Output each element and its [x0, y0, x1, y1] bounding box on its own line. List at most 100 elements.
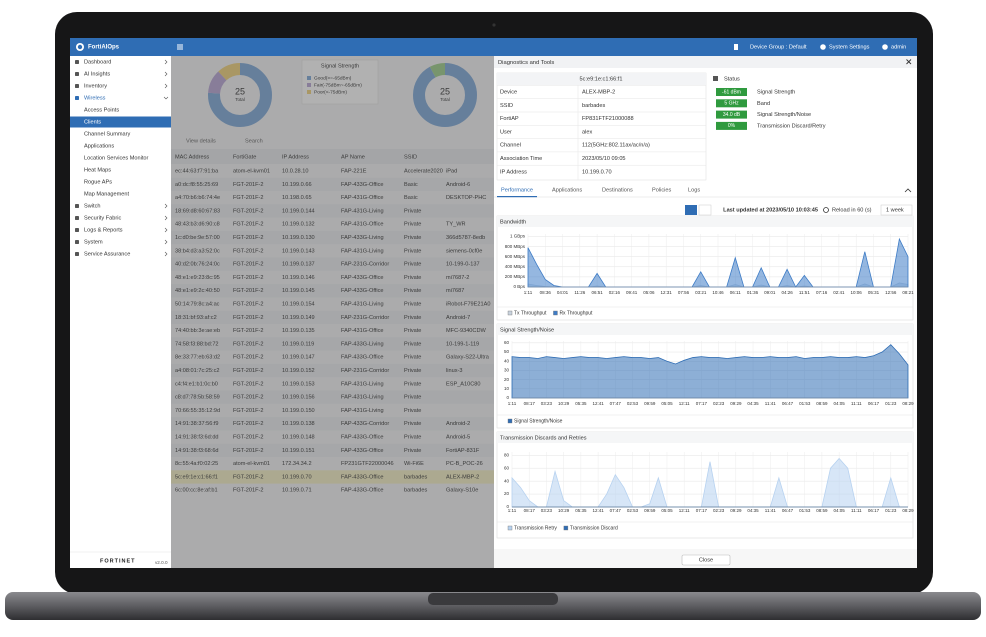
menu-item[interactable]: Service Assurance [84, 251, 130, 257]
table-cell: Galaxy-S10e [446, 488, 478, 494]
x-tick-label: 02:41 [833, 290, 845, 295]
table-cell: 8c:55:4a:f0:02:25 [175, 461, 218, 467]
menu-icon [75, 240, 79, 244]
column-header[interactable]: MAC Address [175, 154, 209, 160]
submenu-item[interactable]: Channel Summary [84, 131, 131, 137]
column-header[interactable]: SSID [404, 154, 417, 160]
menu-toggle[interactable] [177, 44, 183, 50]
x-tick-label: 04:35 [747, 508, 759, 513]
table-cell: Android-5 [446, 434, 470, 440]
menu-item[interactable]: System [84, 239, 103, 245]
status-badge [716, 99, 747, 108]
range-select[interactable] [880, 204, 913, 216]
info-label: IP Address [500, 169, 527, 175]
legend-entry[interactable]: Signal Strength/Noise [514, 418, 563, 424]
table-cell: FAP-431G-Living [341, 208, 384, 214]
table-cell: a4:70:b6:b6:74:4e [175, 195, 220, 201]
legend-swatch [307, 90, 311, 94]
table-cell: FAP-431G-Living [341, 395, 384, 401]
system-settings[interactable]: System Settings [829, 44, 870, 50]
view-grid-toggle[interactable] [698, 204, 712, 216]
modal-close-x[interactable] [906, 59, 912, 65]
table-cell: FAP-433G-Office [341, 182, 384, 188]
table-cell: Basic [404, 195, 418, 201]
table-cell: FAP-431G-Office [341, 195, 384, 201]
submenu-item[interactable]: Clients [84, 119, 101, 125]
menu-item[interactable]: Inventory [84, 83, 107, 89]
table-cell: Private [404, 448, 421, 454]
submenu-item[interactable]: Map Management [84, 191, 130, 197]
tab[interactable]: Performance [501, 187, 533, 193]
tab[interactable]: Policies [652, 187, 671, 193]
submenu-item[interactable]: Heat Maps [84, 167, 111, 173]
table-cell: 10.199.0.154 [282, 301, 315, 307]
close-button[interactable] [681, 554, 731, 566]
submenu-item[interactable]: Location Services Monitor [84, 155, 148, 161]
table-cell: 40:d2:0b:76:24:0c [175, 262, 220, 268]
submenu-item[interactable]: Rogue APs [84, 179, 112, 185]
column-header[interactable]: FortiGate [233, 154, 256, 160]
x-tick-label: 12:41 [592, 508, 604, 513]
menu-chevron [163, 96, 169, 100]
donut-segment [413, 63, 477, 127]
table-cell: 10.199.0.66 [282, 182, 312, 188]
info-value: 112(5GHz:802.11ax/ac/n/a) [582, 143, 650, 149]
tab[interactable]: Destinations [602, 187, 633, 193]
menu-chevron [164, 203, 168, 209]
x-tick-label: 04:01 [557, 290, 569, 295]
search-box[interactable]: Search [245, 138, 263, 144]
tab[interactable]: Logs [688, 187, 700, 193]
table-cell: FAP-433G-Living [341, 341, 384, 347]
x-tick-label: 11:51 [799, 290, 810, 295]
table-cell: linux-3 [446, 368, 462, 374]
menu-item[interactable]: AI Insights [84, 71, 110, 77]
client-mac: 5c:e9:1e:c1:66:f1 [580, 76, 623, 82]
client-list-view: Signal Strength View details Search 25To… [171, 56, 494, 568]
table-cell: Basic [404, 182, 418, 188]
menu-item[interactable]: Security Fabric [84, 215, 122, 221]
menu-item[interactable]: Switch [84, 203, 100, 209]
table-cell: DESKTOP-PHC [446, 195, 486, 201]
legend-swatch [553, 310, 558, 316]
column-header[interactable]: IP Address [282, 154, 309, 160]
legend-title: Signal Strength [321, 63, 359, 69]
submenu-item[interactable]: Applications [84, 143, 114, 149]
table-cell: 14:91:38:f3:6d:dd [175, 434, 219, 440]
submenu-item[interactable]: Access Points [84, 107, 119, 113]
x-tick-label: 06:51 [591, 290, 603, 295]
table-cell: FAP-433G-Office [341, 448, 384, 454]
column-header[interactable]: AP Name [341, 154, 365, 160]
view-list-toggle[interactable] [685, 205, 697, 215]
series-area [527, 237, 909, 288]
menu-item[interactable]: Wireless [84, 95, 106, 101]
menu-item[interactable]: Dashboard [84, 59, 111, 65]
x-tick-label: 1:11 [524, 290, 533, 295]
user-menu[interactable]: admin [891, 44, 906, 50]
legend-entry[interactable]: Rx Throughput [559, 310, 593, 316]
top-bar [70, 38, 917, 56]
tab[interactable]: Applications [552, 187, 582, 193]
table-cell: TY_WR [446, 222, 466, 228]
legend-entry[interactable]: Transmission Retry [514, 525, 557, 531]
info-value: 10.199.0.70 [582, 169, 612, 175]
table-cell: Private [404, 208, 421, 214]
legend-entry[interactable]: Transmission Discard [570, 525, 618, 531]
table-cell: Private [404, 434, 421, 440]
last-updated: Last updated at 2023/05/10 10:03:45 [723, 207, 818, 213]
reload-icon[interactable] [823, 207, 829, 213]
row-stripe [171, 284, 494, 298]
close-button-label[interactable]: Close [699, 557, 713, 563]
device-group[interactable]: Device Group : Default [750, 44, 807, 50]
menu-icon [75, 60, 79, 64]
x-tick-label: 08:59 [816, 508, 828, 513]
modal-title: Diagnostics and Tools [498, 60, 554, 66]
table-cell: FGT-201F-2 [233, 235, 263, 241]
table-cell: 5c:e9:1e:c1:66:f1 [175, 474, 218, 480]
menu-item[interactable]: Logs & Reports [84, 227, 123, 233]
legend-entry[interactable]: Tx Throughput [514, 310, 547, 316]
view-details-button[interactable]: View details [186, 138, 216, 144]
table-cell: FGT-201F-2 [233, 395, 263, 401]
table-cell: Android-6 [446, 182, 470, 188]
collapse-chevron[interactable] [904, 188, 912, 193]
